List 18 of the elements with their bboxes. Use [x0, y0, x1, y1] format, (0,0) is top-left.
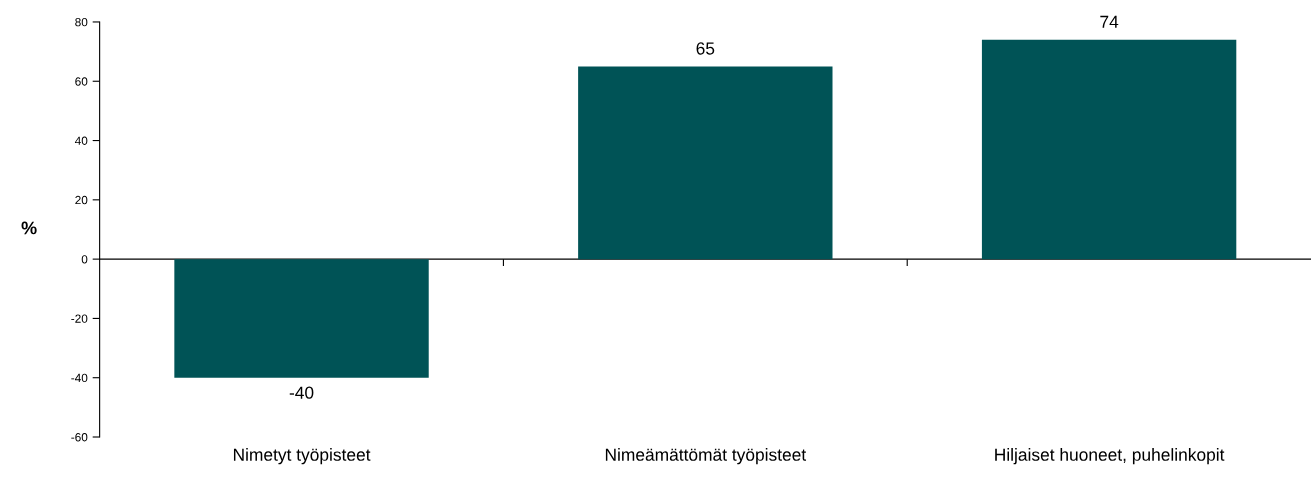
x-tick-label: Hiljaiset huoneet, puhelinkopit: [995, 448, 1225, 465]
y-tick-label: -40: [71, 373, 88, 383]
x-tick-label: Nimeämättömät työpisteet: [605, 448, 807, 465]
y-tick-label: -20: [71, 314, 88, 323]
bar: [174, 259, 429, 378]
y-tick-label: 20: [75, 195, 88, 205]
bar: [578, 66, 833, 260]
data-label: 65: [696, 42, 715, 55]
y-tick-label: 80: [75, 17, 88, 27]
data-label: -40: [289, 386, 314, 399]
y-tick-label: 60: [75, 77, 88, 86]
y-tick-label: 40: [74, 136, 88, 145]
y-tick-label: -60: [71, 433, 88, 442]
y-axis-title: %: [21, 221, 37, 235]
y-tick-label: 0: [81, 255, 88, 264]
x-tick-label: Nimetyt työpisteet: [233, 448, 371, 465]
data-label: 74: [1100, 15, 1119, 28]
bar: [981, 39, 1237, 260]
